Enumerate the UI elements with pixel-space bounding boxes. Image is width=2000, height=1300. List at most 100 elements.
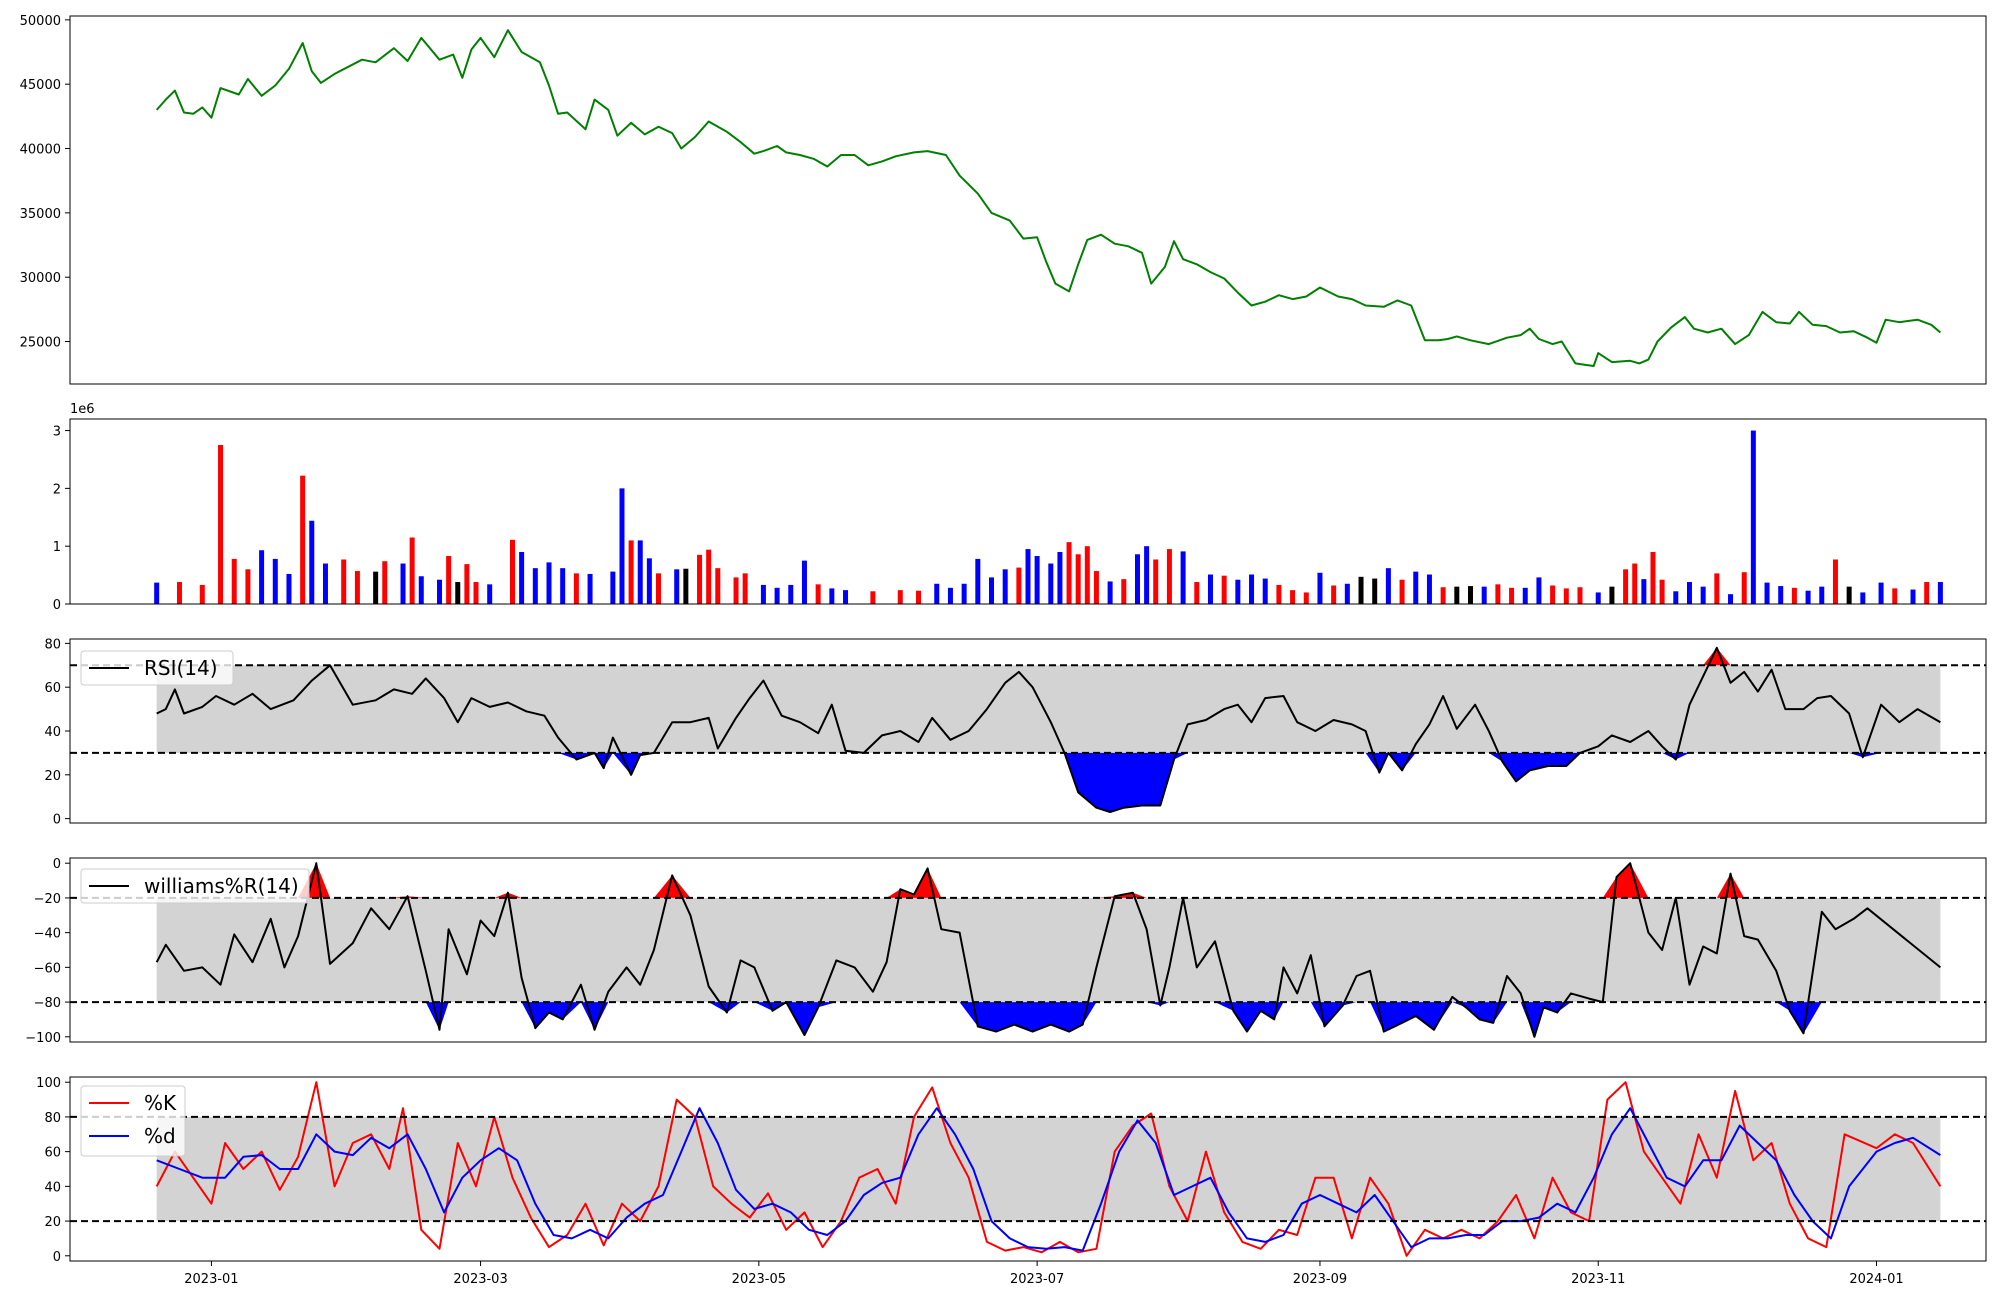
williams-frame (69, 857, 1987, 1043)
volume-bar (637, 540, 643, 604)
volume-bar (989, 577, 995, 604)
volume-bar (897, 590, 903, 604)
legend-label-d: %d (144, 1124, 176, 1148)
volume-bar (1536, 577, 1542, 604)
stochastic-band (156, 1116, 1941, 1222)
volume-bar (409, 537, 415, 604)
volume-bar (706, 549, 712, 604)
volume-bar (418, 576, 424, 604)
volume-bar (1385, 568, 1391, 604)
volume-bar (446, 556, 452, 604)
volume-bar (354, 571, 360, 604)
stochastic-line-1 (156, 1107, 1941, 1252)
volume-bar (464, 564, 470, 604)
volume-bar (1728, 594, 1734, 604)
price-panel: 25000 30000 35000 40000 45000 50000 (20, 14, 1987, 385)
rsi-band (156, 665, 1941, 753)
volume-bar (587, 573, 593, 604)
volume-bar (947, 587, 953, 604)
volume-bar (1750, 430, 1756, 604)
williams-legend: williams%R(14) (80, 868, 310, 904)
volume-bar (1372, 578, 1378, 604)
y-tick-label: 1 (53, 540, 61, 555)
volume-bar (1659, 579, 1665, 604)
volume-bar (1650, 551, 1656, 604)
volume-bar (1426, 574, 1432, 604)
legend-box (80, 650, 234, 686)
volume-bar (733, 577, 739, 604)
y-tick-label: 40 (44, 725, 61, 740)
volume-bar (1509, 587, 1515, 604)
volume-bar (218, 445, 224, 604)
volume-bar (1700, 586, 1706, 604)
volume-bar (400, 563, 406, 604)
volume-bar (272, 558, 278, 604)
volume-bar (1860, 592, 1866, 604)
volume-bar (573, 573, 579, 604)
rsi-legend: RSI(14) (80, 650, 234, 686)
volume-bar (646, 558, 652, 604)
volume-bar (610, 571, 616, 604)
volume-bar (961, 583, 967, 604)
volume-bar (1048, 563, 1054, 604)
rsi-line-0 (156, 646, 1941, 813)
volume-bar (1910, 589, 1916, 604)
y-tick-label: 0 (53, 857, 61, 872)
volume-bar (1846, 586, 1852, 604)
volume-bar (1290, 590, 1296, 604)
volume-bar (1093, 571, 1099, 604)
volume-bar (1805, 590, 1811, 604)
legend-label-k: %K (144, 1091, 177, 1115)
volume-panel: 0 1 2 3 1e6 (53, 402, 1987, 613)
williams-oversold-fill (156, 1002, 1941, 1037)
volume-bar (1413, 571, 1419, 604)
volume-bar (1134, 554, 1140, 604)
volume-bar (510, 539, 516, 604)
y-tick-label: 3 (53, 425, 61, 440)
volume-bar (487, 584, 493, 604)
y-tick-label: 30000 (20, 271, 61, 286)
volume-bar (1399, 579, 1405, 604)
volume-bar (1673, 591, 1679, 604)
volume-bar (1262, 578, 1268, 604)
volume-bar (373, 571, 379, 604)
volume-frame (69, 418, 1987, 605)
legend-label-rsi: RSI(14) (144, 656, 218, 680)
volume-bar (1207, 574, 1213, 604)
y-tick-label: 2 (53, 482, 61, 497)
volume-bar (1741, 572, 1747, 604)
volume-bar (1057, 551, 1063, 604)
volume-bar (1550, 585, 1556, 604)
volume-bar (1153, 559, 1159, 604)
volume-bar (1791, 587, 1797, 604)
volume-bar (1249, 574, 1255, 604)
volume-bar (1563, 588, 1569, 604)
legend-label-williams: williams%R(14) (144, 874, 299, 898)
volume-bar (1641, 579, 1647, 604)
x-tick-label: 2023-11 (1571, 1272, 1625, 1287)
volume-bar (1180, 551, 1186, 604)
y-tick-label: 35000 (20, 207, 61, 222)
y-tick-label: 0 (53, 598, 61, 613)
volume-bar (1892, 588, 1898, 604)
volume-bar (1595, 592, 1601, 604)
volume-bar (655, 573, 661, 604)
x-tick-label: 2023-01 (184, 1272, 238, 1287)
volume-bar (1002, 569, 1008, 604)
volume-bar (975, 558, 981, 604)
volume-bar (628, 540, 634, 604)
volume-bar (1276, 584, 1282, 604)
volume-bar (1303, 592, 1309, 604)
volume-bar (176, 582, 182, 604)
y-tick-label: 80 (44, 1111, 61, 1126)
y-tick-label: 45000 (20, 78, 61, 93)
volume-bar (1714, 573, 1720, 604)
volume-bar (1819, 586, 1825, 604)
x-tick-label: 2024-01 (1849, 1272, 1903, 1287)
volume-bar (199, 584, 205, 604)
volume-bar (560, 568, 566, 604)
volume-bar (683, 568, 689, 604)
volume-bar (1440, 587, 1446, 604)
